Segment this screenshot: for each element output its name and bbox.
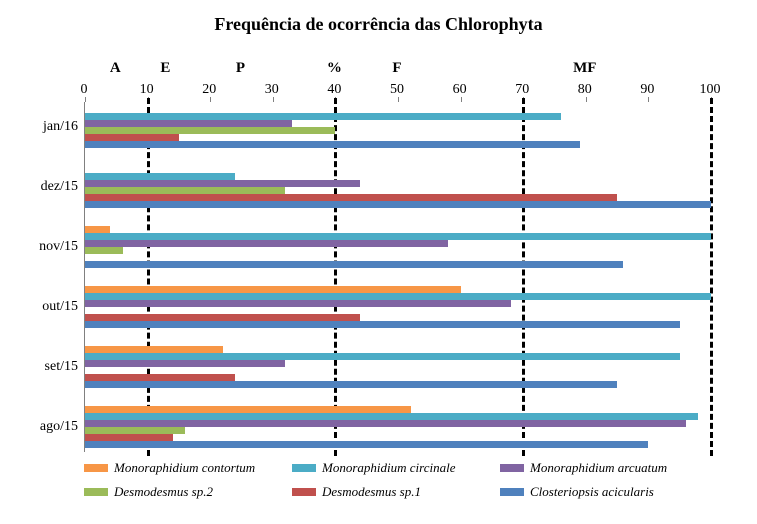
x-tick-label: 80 [578, 82, 592, 98]
bar [85, 420, 686, 427]
bar [85, 120, 292, 127]
x-tick-label: 30 [265, 82, 279, 98]
x-tick-label: 40 [327, 82, 341, 98]
bar [85, 300, 511, 307]
legend-item: Desmodesmus sp.2 [84, 484, 292, 500]
x-tick-label: 20 [202, 82, 216, 98]
bar [85, 180, 360, 187]
bar [85, 247, 123, 254]
x-tick-label: 10 [140, 82, 154, 98]
bar [85, 321, 680, 328]
chart-title: Frequência de ocorrência das Chlorophyta [0, 14, 757, 35]
bar [85, 353, 680, 360]
bar [85, 413, 698, 420]
x-tick-mark [398, 97, 399, 102]
x-tick-mark [210, 97, 211, 102]
category-label: jan/16 [0, 119, 78, 135]
bar [85, 194, 617, 201]
x-tick-mark [85, 97, 86, 102]
x-tick-mark [648, 97, 649, 102]
zone-label: MF [573, 60, 596, 77]
legend-swatch [292, 488, 316, 496]
threshold-line [334, 98, 337, 456]
x-tick-label: 50 [390, 82, 404, 98]
x-tick-label: 0 [81, 82, 88, 98]
legend-text: Closteriopsis acicularis [530, 484, 654, 500]
x-tick-mark [273, 97, 274, 102]
bar [85, 427, 185, 434]
legend-swatch [292, 464, 316, 472]
threshold-line [147, 98, 150, 456]
plot-area [84, 102, 711, 452]
percent-label: % [327, 60, 342, 77]
bar [85, 240, 448, 247]
category-label: nov/15 [0, 239, 78, 255]
bar [85, 434, 173, 441]
bar [85, 127, 335, 134]
bar [85, 381, 617, 388]
bar [85, 286, 461, 293]
zone-label: P [236, 60, 245, 77]
zone-label: A [110, 60, 121, 77]
legend-item: Monoraphidium contortum [84, 460, 292, 476]
bar [85, 173, 235, 180]
bar [85, 441, 648, 448]
bar [85, 233, 711, 240]
legend-text: Desmodesmus sp.2 [114, 484, 213, 500]
legend-text: Desmodesmus sp.1 [322, 484, 421, 500]
bar [85, 201, 711, 208]
legend-row: Desmodesmus sp.2 Desmodesmus sp.1 Closteri… [84, 484, 710, 500]
chart-root: Frequência de ocorrência das Chlorophyta… [0, 0, 757, 524]
bar [85, 261, 623, 268]
tick-labels-row: 0102030405060708090100 [84, 82, 710, 98]
bar [85, 187, 285, 194]
legend-text: Monoraphidium arcuatum [530, 460, 667, 476]
bar [85, 226, 110, 233]
category-label: dez/15 [0, 179, 78, 195]
legend-row: Monoraphidium contortum Monoraphidium cir… [84, 460, 710, 476]
legend-text: Monoraphidium circinale [322, 460, 455, 476]
x-tick-label: 60 [453, 82, 467, 98]
legend-swatch [500, 488, 524, 496]
bar [85, 134, 179, 141]
bar [85, 406, 411, 413]
legend: Monoraphidium contortum Monoraphidium cir… [84, 460, 710, 508]
x-tick-label: 70 [515, 82, 529, 98]
threshold-line [710, 98, 713, 456]
zone-label: E [160, 60, 170, 77]
legend-item: Monoraphidium circinale [292, 460, 500, 476]
threshold-line [522, 98, 525, 456]
bar [85, 360, 285, 367]
legend-text: Monoraphidium contortum [114, 460, 255, 476]
legend-swatch [500, 464, 524, 472]
category-label: ago/15 [0, 419, 78, 435]
bar [85, 374, 235, 381]
legend-item: Closteriopsis acicularis [500, 484, 708, 500]
bar [85, 141, 580, 148]
bar [85, 314, 360, 321]
legend-swatch [84, 488, 108, 496]
zone-labels-row: A E P F MF% [84, 60, 710, 80]
x-tick-label: 100 [700, 82, 721, 98]
legend-swatch [84, 464, 108, 472]
category-label: out/15 [0, 299, 78, 315]
zone-label: F [392, 60, 401, 77]
bar [85, 346, 223, 353]
legend-item: Monoraphidium arcuatum [500, 460, 708, 476]
category-label: set/15 [0, 359, 78, 375]
x-tick-label: 90 [640, 82, 654, 98]
x-tick-mark [586, 97, 587, 102]
legend-item: Desmodesmus sp.1 [292, 484, 500, 500]
x-tick-mark [461, 97, 462, 102]
bar [85, 113, 561, 120]
bar [85, 293, 711, 300]
